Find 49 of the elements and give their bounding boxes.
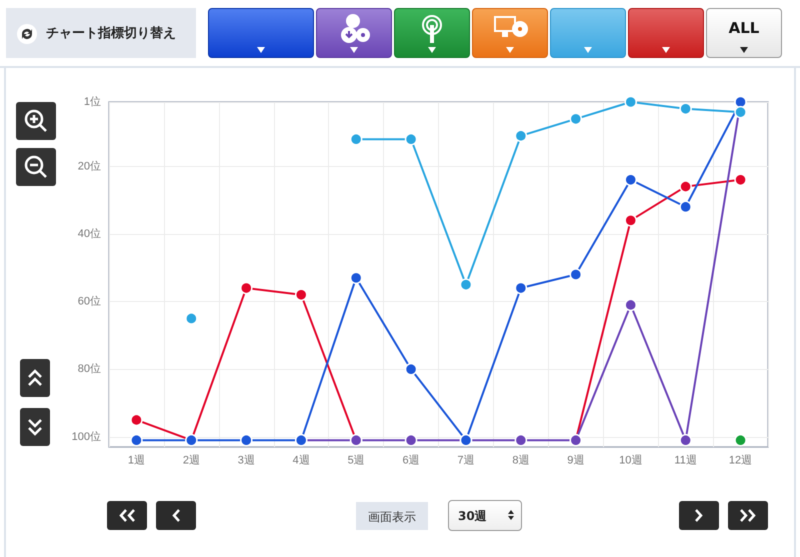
point	[404, 132, 418, 146]
text: チャート指標切り替え	[46, 25, 176, 42]
point	[514, 434, 528, 446]
point	[624, 96, 637, 108]
x-tick-label: 7週	[457, 454, 475, 466]
x-tick-label: 8週	[512, 454, 530, 466]
point	[404, 434, 418, 446]
x-tick-label: 3週	[238, 454, 255, 466]
x-tick-label: 4週	[292, 454, 310, 466]
point	[240, 282, 253, 294]
point	[514, 130, 528, 142]
point	[240, 434, 253, 446]
point	[624, 174, 637, 186]
x-tick-label: 6週	[402, 454, 420, 466]
y-tick-label: 100位	[72, 430, 101, 443]
y-tick-label: 1位	[84, 96, 101, 108]
point	[679, 434, 692, 446]
point	[404, 362, 418, 376]
point	[570, 112, 582, 126]
point	[734, 174, 747, 186]
point	[624, 214, 637, 227]
y-tick-label: 20位	[78, 160, 101, 172]
y-tick-label: 40位	[78, 228, 101, 240]
point	[130, 434, 143, 446]
x-tick-label: 2週	[182, 454, 200, 466]
point	[679, 200, 692, 214]
text: ALL	[728, 19, 760, 37]
point	[130, 414, 143, 426]
text: 画面表示	[367, 509, 417, 526]
x-tick-label: 12週	[728, 454, 752, 466]
point	[185, 312, 198, 325]
point	[679, 180, 692, 193]
point	[350, 272, 362, 284]
x-tick-label: 11週	[674, 454, 697, 466]
x-tick-label: 1週	[128, 454, 146, 466]
point	[624, 298, 637, 312]
x-tick-label: 5週	[348, 454, 365, 466]
point	[734, 434, 747, 446]
y-tick-label: 60位	[78, 296, 101, 308]
text: 30週	[458, 508, 487, 525]
point	[460, 278, 472, 291]
point	[350, 132, 362, 146]
y-tick-label: 80位	[78, 363, 101, 376]
point	[294, 288, 308, 302]
point	[734, 106, 747, 118]
point	[514, 282, 528, 294]
x-tick-label: 10週	[619, 454, 642, 466]
point	[679, 102, 692, 116]
x-tick-label: 9週	[567, 454, 584, 466]
